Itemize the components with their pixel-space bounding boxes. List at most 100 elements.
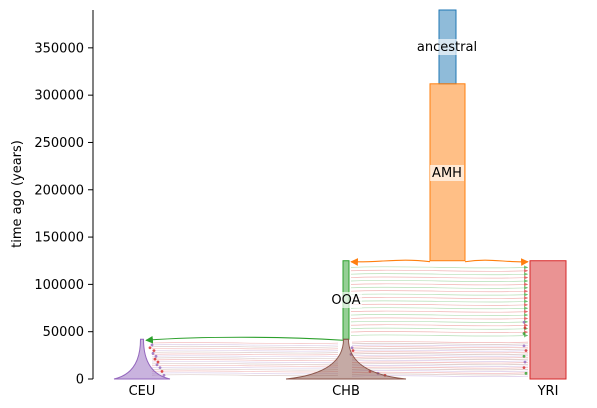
migration-ooa-yri [350, 310, 529, 313]
migration-ooa-yri [350, 279, 529, 282]
migration-ceu-chb [151, 372, 339, 375]
migration-ceu-chb [151, 357, 339, 360]
migration-dot [152, 349, 156, 353]
migration-ooa-yri [350, 276, 529, 279]
migration-ceu-chb [151, 366, 339, 369]
deme-labels: ancestral AMH OOA CEU CHB YRI [129, 39, 558, 399]
y-ticks: 0 50000 100000 150000 200000 250000 300000 3500… [34, 41, 93, 388]
migration-dot [524, 349, 528, 353]
branch-arrow-amh-ooa [350, 258, 431, 266]
deme-shapes [113, 9, 567, 380]
migration-ooa-yri [350, 303, 529, 306]
migration-ooa-yri [350, 286, 529, 289]
label-bg-ooa [330, 292, 362, 308]
migration-dot [154, 354, 158, 358]
migration-ceu-chb [151, 359, 339, 362]
migration-chb-yri [351, 364, 529, 367]
y-tick-label: 200000 [34, 183, 84, 198]
migration-ceu-chb [151, 353, 339, 356]
migration-ceu-chb [151, 349, 339, 352]
migration-ooa-yri [350, 307, 529, 310]
migration-chb-yri [351, 351, 529, 354]
migration-arrowhead [524, 323, 528, 328]
migration-dot [523, 326, 527, 330]
migration-dot [350, 346, 354, 350]
label-bg-amh [430, 165, 464, 181]
migration-chb-yri [351, 358, 529, 361]
migration-arrowhead [524, 289, 528, 294]
migration-ooa-yri [350, 300, 529, 303]
y-tick-label: 50000 [43, 325, 84, 340]
migration-dot [156, 360, 160, 364]
migration-arrowhead [524, 299, 528, 304]
migration-dot [150, 343, 154, 347]
deme-label-amh: AMH [432, 166, 462, 181]
migration-arrowhead [524, 265, 528, 270]
migration-chb-yri [351, 366, 529, 369]
migration-ceu-chb [151, 351, 339, 354]
migration-chb-yri [351, 342, 529, 345]
migration-arrowhead [524, 313, 528, 318]
migration-ceu-chb [151, 345, 339, 348]
migration-dot [153, 357, 157, 361]
migration-ooa-yri [350, 293, 529, 296]
migration-chb-yri [351, 368, 529, 371]
migration-dot [523, 360, 527, 364]
y-tick-label: 100000 [34, 278, 84, 293]
migration-dot [151, 352, 155, 355]
deme-label-ceu: CEU [129, 384, 156, 399]
migration-chb-yri [351, 363, 529, 366]
pulse-arrows [145, 258, 529, 344]
migration-chb-yri [351, 354, 529, 357]
migration-dot [351, 349, 355, 353]
deme-label-ancestral: ancestral [417, 40, 477, 55]
migration-ooa-yri [350, 334, 529, 337]
migration-dot [524, 371, 528, 375]
y-tick-label: 250000 [34, 136, 84, 151]
migration-ooa-yri [350, 290, 529, 293]
deme-ceu [113, 338, 171, 380]
migration-chb-yri [351, 346, 529, 349]
migration-dot [522, 344, 526, 348]
migration-ooa-yri [350, 327, 529, 330]
migration-ooa-yri [350, 314, 529, 317]
deme-label-chb: CHB [332, 384, 360, 399]
y-axis-title: time ago (years) [10, 140, 25, 248]
migration-arrowhead [524, 278, 528, 283]
deme-yri [529, 260, 567, 380]
migration-ooa-yri [350, 317, 529, 320]
migration-ooa-yri [350, 283, 529, 286]
migration-ooa-yri [350, 331, 529, 334]
migration-chb-yri [351, 349, 529, 352]
migration-dot [155, 363, 159, 367]
migration-dot [162, 373, 166, 377]
migration-ceu-chb [151, 360, 339, 363]
migration-chb-yri [351, 353, 529, 356]
migration-dot [522, 320, 526, 324]
migration-ceu-chb [151, 355, 339, 358]
migration-arrowhead [524, 306, 528, 311]
migration-ceu-chb [151, 347, 339, 350]
migration-ceu-chb [151, 370, 339, 373]
migration-chb-yri [351, 356, 529, 359]
branch-arrow-ooa-ceu [145, 335, 344, 344]
deme-label-ooa: OOA [331, 293, 360, 308]
migration-chb-yri [351, 344, 529, 347]
migration-arrowhead [524, 282, 528, 287]
migration-dot [522, 366, 526, 370]
migration-chb-yri [351, 359, 529, 362]
migration-ceu-chb [151, 362, 339, 365]
migration-arrowhead [524, 285, 528, 290]
migration-dot [522, 354, 526, 358]
migration-arrowhead [524, 302, 528, 307]
migration-ooa-yri [350, 297, 529, 299]
migration-arrowhead [524, 272, 528, 277]
migration-arrowhead [524, 268, 528, 273]
migration-arrowhead [524, 309, 528, 314]
migration-arrowhead [524, 296, 528, 301]
deme-chb [285, 338, 407, 380]
migration-ceu-chb [151, 364, 339, 367]
migration-arrowhead [524, 275, 528, 280]
migration-chb-yri [351, 347, 529, 350]
